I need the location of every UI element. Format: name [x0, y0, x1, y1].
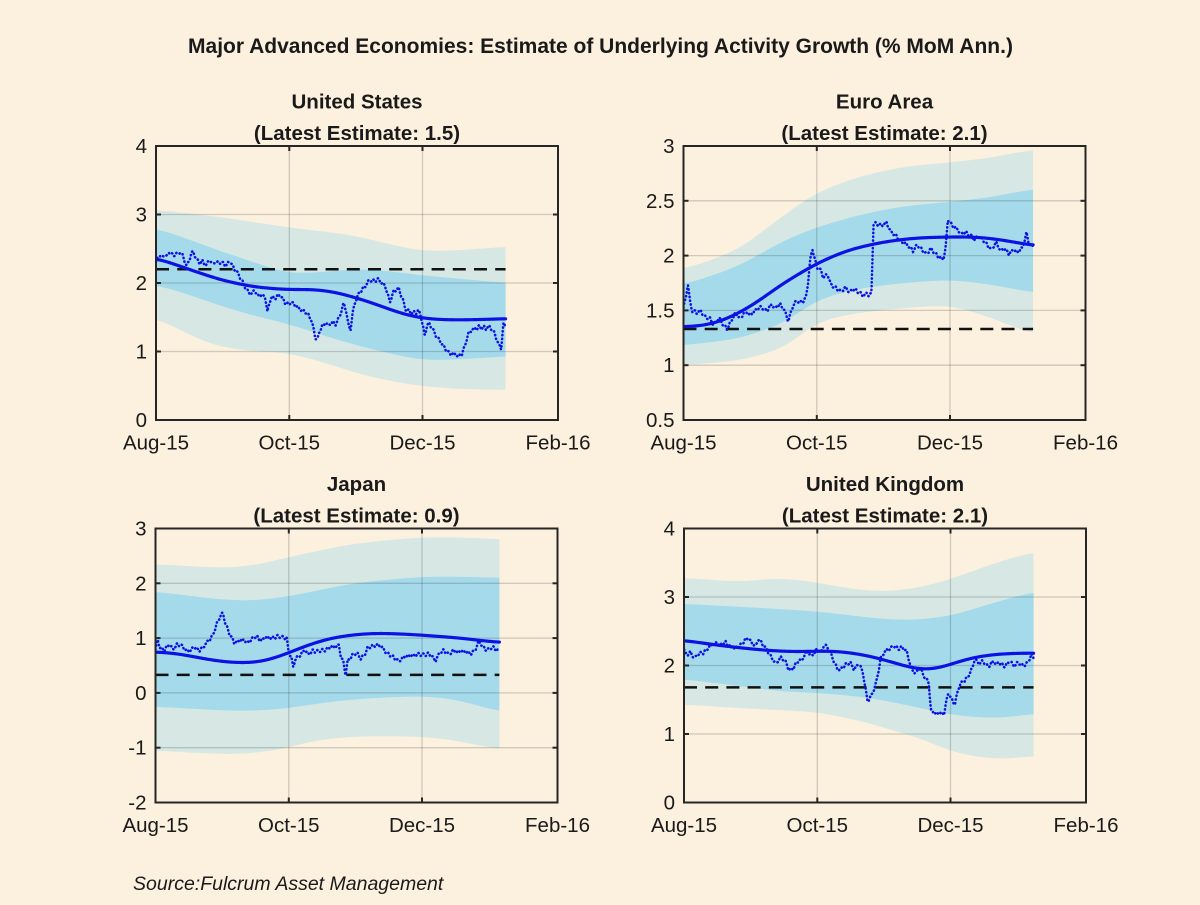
svg-text:1: 1 [664, 723, 675, 746]
svg-text:2: 2 [136, 272, 147, 295]
svg-text:Oct-15: Oct-15 [787, 814, 849, 837]
svg-text:Oct-15: Oct-15 [786, 432, 848, 455]
svg-text:Oct-15: Oct-15 [259, 432, 321, 455]
svg-text:2: 2 [135, 572, 146, 595]
svg-text:Feb-16: Feb-16 [1053, 432, 1118, 455]
svg-text:4: 4 [136, 135, 147, 158]
svg-text:0.5: 0.5 [646, 409, 675, 432]
svg-text:Feb-16: Feb-16 [526, 432, 591, 455]
svg-text:(Latest Estimate: 2.1): (Latest Estimate: 2.1) [782, 505, 988, 528]
svg-text:Source:Fulcrum Asset Managemen: Source:Fulcrum Asset Management [133, 873, 445, 895]
svg-text:Feb-16: Feb-16 [525, 814, 590, 837]
svg-text:Feb-16: Feb-16 [1054, 814, 1119, 837]
svg-text:Dec-15: Dec-15 [389, 814, 455, 837]
svg-text:United States: United States [292, 91, 423, 114]
svg-text:Oct-15: Oct-15 [258, 814, 320, 837]
svg-text:3: 3 [664, 586, 675, 609]
svg-text:(Latest Estimate: 0.9): (Latest Estimate: 0.9) [253, 505, 459, 528]
svg-text:0: 0 [664, 792, 675, 815]
svg-text:1: 1 [136, 341, 147, 364]
svg-text:Dec-15: Dec-15 [917, 814, 983, 837]
svg-text:2.5: 2.5 [646, 190, 675, 213]
svg-text:2: 2 [663, 245, 674, 268]
svg-text:Aug-15: Aug-15 [651, 814, 717, 837]
svg-text:-1: -1 [128, 737, 146, 760]
svg-text:Major Advanced Economies: Esti: Major Advanced Economies: Estimate of Un… [188, 35, 1013, 58]
svg-text:Dec-15: Dec-15 [389, 432, 455, 455]
svg-text:-2: -2 [128, 792, 146, 815]
svg-text:Aug-15: Aug-15 [123, 432, 189, 455]
svg-text:1.5: 1.5 [646, 299, 675, 322]
svg-text:(Latest Estimate: 1.5): (Latest Estimate: 1.5) [254, 122, 460, 145]
svg-text:Aug-15: Aug-15 [650, 432, 716, 455]
svg-text:Dec-15: Dec-15 [917, 432, 983, 455]
svg-text:1: 1 [135, 627, 146, 650]
svg-text:3: 3 [663, 135, 674, 158]
svg-text:Aug-15: Aug-15 [122, 814, 188, 837]
svg-text:(Latest Estimate: 2.1): (Latest Estimate: 2.1) [781, 122, 987, 145]
svg-text:0: 0 [135, 682, 146, 705]
svg-text:4: 4 [664, 518, 675, 541]
svg-text:3: 3 [135, 518, 146, 541]
svg-text:United Kingdom: United Kingdom [806, 473, 964, 496]
svg-text:2: 2 [664, 655, 675, 678]
svg-text:1: 1 [663, 354, 674, 377]
svg-text:Euro Area: Euro Area [836, 91, 934, 114]
svg-text:Japan: Japan [327, 473, 386, 496]
svg-text:3: 3 [136, 204, 147, 227]
svg-text:0: 0 [136, 409, 147, 432]
